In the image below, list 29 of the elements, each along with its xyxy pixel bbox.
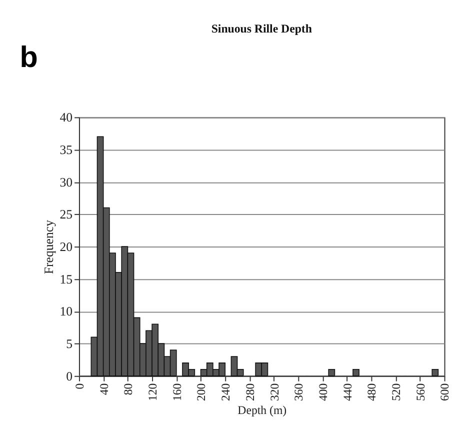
y-tick-label: 30 — [60, 175, 73, 190]
x-axis-title: Depth (m) — [238, 402, 287, 417]
x-tick-label: 120 — [145, 383, 160, 402]
y-axis-title: Frequency — [42, 219, 56, 274]
y-tick-label: 15 — [60, 272, 73, 286]
text: b — [20, 40, 38, 74]
x-tick-label: 600 — [438, 383, 452, 402]
x-tick-label: 320 — [267, 383, 282, 402]
x-tick-label: 40 — [96, 383, 111, 396]
y-tick-label: 5 — [66, 336, 73, 351]
x-tick-label: 520 — [389, 383, 404, 402]
y-tick-label: 40 — [60, 110, 73, 125]
chart-title: Sinuous Rille Depth — [211, 21, 312, 36]
x-tick-label: 0 — [72, 383, 86, 390]
x-tick-label: 440 — [340, 383, 354, 402]
y-tick-label: 10 — [60, 304, 73, 319]
x-tick-label: 480 — [364, 383, 379, 402]
x-tick-label: 160 — [170, 383, 184, 402]
y-tick-label: 0 — [66, 369, 73, 384]
x-tick-label: 400 — [316, 383, 330, 402]
x-tick-label: 80 — [121, 383, 136, 396]
x-tick-label: 280 — [242, 383, 257, 402]
y-tick-label: 20 — [60, 240, 73, 254]
x-tick-label: 560 — [413, 383, 428, 402]
y-tick-label: 25 — [60, 208, 73, 222]
x-tick-label: 200 — [194, 383, 208, 402]
x-tick-label: 360 — [292, 383, 306, 402]
x-tick-label: 240 — [218, 383, 233, 402]
y-tick-label: 35 — [60, 142, 73, 157]
